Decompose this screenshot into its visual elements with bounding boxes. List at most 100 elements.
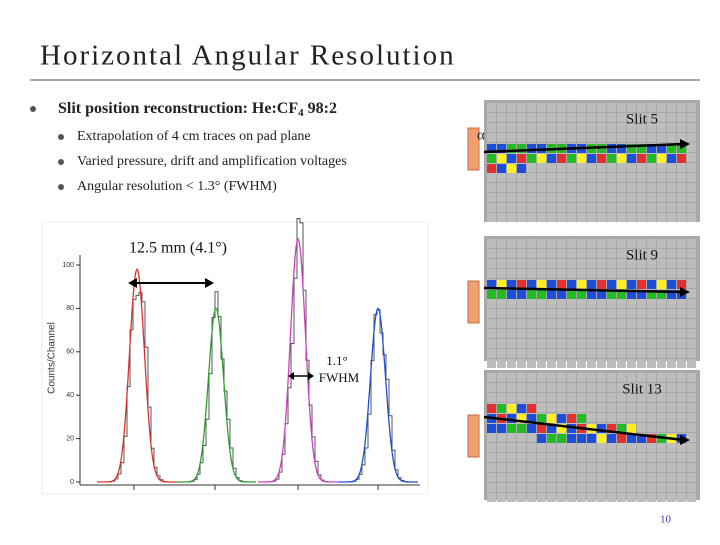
pad-cell [687,183,696,192]
pad-cell [557,359,566,368]
pad-cell [487,213,496,222]
pad-cell [617,309,626,318]
pad-cell [657,173,666,182]
pad-cell [677,413,686,422]
pad-cell [657,113,666,122]
pad-cell [497,203,506,212]
pad-cell [637,359,646,368]
pad-cell [537,249,546,258]
pad-hit [527,280,536,289]
pad-cell [537,359,546,368]
pad-cell [617,113,626,122]
pad-hit [667,280,676,289]
pad-hit [497,424,506,433]
pad-cell [687,329,696,338]
pad-cell [617,359,626,368]
pad-cell [527,319,536,328]
pad-cell [527,213,536,222]
pad-cell [567,113,576,122]
pad-hit [507,290,516,299]
pad-cell [537,299,546,308]
pad-cell [487,453,496,462]
pad-cell [567,249,576,258]
pad-hit [677,280,686,289]
pad-cell [557,163,566,172]
pad-cell [637,443,646,452]
pad-cell [587,259,596,268]
pad-cell [667,239,676,248]
pad-cell [557,483,566,492]
pad-cell [637,339,646,348]
pad-cell [617,213,626,222]
pad-hit [597,434,606,443]
pad-cell [647,269,656,278]
pad-cell [527,453,536,462]
pad-cell [667,453,676,462]
pad-hit [617,290,626,299]
annotation: 12.5 mm (4.1°) [129,240,227,257]
pad-cell [497,373,506,382]
pad-cell [607,309,616,318]
pad-cell [567,443,576,452]
pad-hit [607,290,616,299]
pad-cell [537,173,546,182]
pad-cell [647,383,656,392]
pad-cell [577,339,586,348]
pad-cell [497,453,506,462]
pad-cell [587,443,596,452]
pad-cell [497,383,506,392]
pad-cell [677,249,686,258]
pad-cell [677,173,686,182]
pad-cell [657,183,666,192]
pad-cell [507,319,516,328]
pad-cell [547,339,556,348]
pad-cell [577,249,586,258]
pad-cell [537,493,546,502]
pad-cell [507,103,516,112]
pad-cell [527,473,536,482]
pad-cell [527,483,536,492]
pad-cell [527,269,536,278]
pad-cell [667,123,676,132]
pad-cell [537,319,546,328]
pad-hit [617,280,626,289]
track-arrow [483,286,685,294]
pad-cell [497,269,506,278]
pad-cell [677,203,686,212]
pad-cell [507,213,516,222]
pad-cell [677,349,686,358]
pad-cell [547,373,556,382]
pad-cell [597,319,606,328]
pad-cell [647,193,656,202]
pad-hit [507,164,516,173]
arrow-head [128,278,214,288]
pad-cell [677,463,686,472]
pad-cell [517,433,526,442]
pad-cell [657,339,666,348]
pad-cell [607,183,616,192]
pad-cell [487,493,496,502]
pad-cell [547,103,556,112]
pad-cell [587,413,596,422]
pad-cell [587,123,596,132]
pad-cell [667,359,676,368]
pad-cell [497,393,506,402]
pad-cell [617,373,626,382]
pad-hit [567,414,576,423]
pad-hit [647,144,656,153]
pad-cell [557,453,566,462]
pad-hit [597,154,606,163]
pad-cell [577,123,586,132]
pad-cell [617,123,626,132]
pad-cell [527,329,536,338]
pad-cell [677,453,686,462]
pad-cell [567,239,576,248]
pad-cell [567,339,576,348]
pad-cell [507,113,516,122]
pad-cell [657,393,666,402]
pad-cell [647,393,656,402]
pad-cell [667,193,676,202]
pad-cell [517,193,526,202]
pad-cell [647,113,656,122]
pad-cell [497,319,506,328]
